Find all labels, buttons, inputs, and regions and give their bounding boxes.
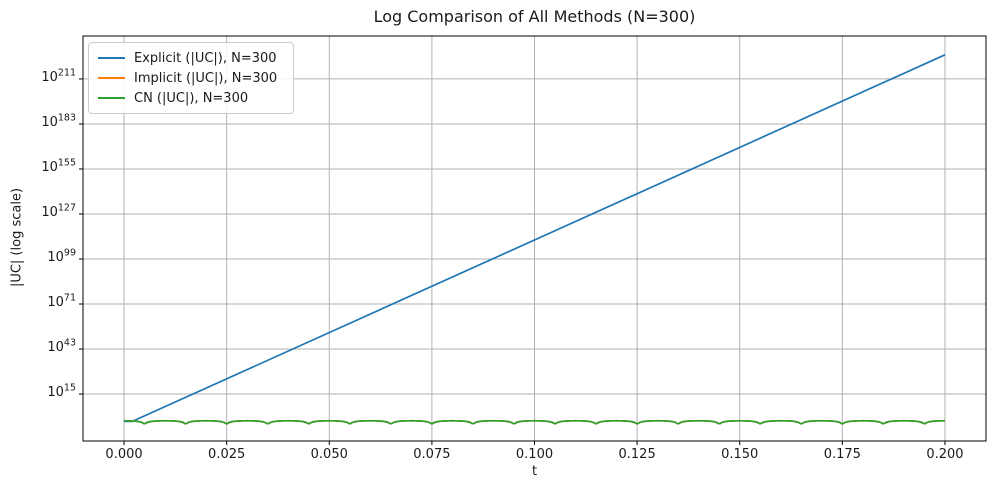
y-tick-label: 1099 (47, 247, 76, 265)
y-tick-label: 1043 (47, 337, 76, 356)
x-axis-label: t (531, 464, 538, 479)
x-tick-label: 0.050 (310, 447, 348, 462)
legend-entry: Implicit (|UC|), N=300 (98, 68, 285, 88)
series-line (123, 419, 946, 425)
legend-line-swatch (98, 97, 125, 99)
x-tick-label: 0.000 (105, 447, 143, 462)
x-tick-label: 0.175 (823, 447, 861, 462)
y-tick-label: 10155 (41, 157, 76, 175)
legend-line-swatch (98, 57, 125, 59)
y-tick-label: 1015 (47, 382, 76, 401)
legend-label: CN (|UC|), N=300 (134, 90, 249, 106)
x-tick-label: 0.150 (721, 447, 759, 462)
axes-frame (82, 35, 987, 442)
legend-label: Explicit (|UC|), N=300 (134, 50, 277, 66)
legend-entry: CN (|UC|), N=300 (98, 88, 285, 108)
x-tick-label: 0.075 (413, 447, 451, 462)
y-tick-label: 1071 (47, 292, 76, 311)
chart-title: Log Comparison of All Methods (N=300) (373, 7, 696, 26)
y-tick-label: 10127 (41, 202, 76, 220)
x-tick-label: 0.100 (515, 447, 554, 462)
x-tick-label: 0.125 (618, 447, 656, 462)
legend-label: Implicit (|UC|), N=300 (134, 70, 278, 86)
x-tick-label: 0.025 (208, 447, 246, 462)
y-tick-label: 10183 (41, 112, 76, 130)
x-tick-label: 0.200 (926, 447, 964, 462)
y-tick-label: 10211 (41, 67, 76, 85)
legend-entry: Explicit (|UC|), N=300 (98, 48, 285, 68)
legend-line-swatch (98, 77, 125, 79)
legend: Explicit (|UC|), N=300 Implicit (|UC|), N… (88, 42, 294, 114)
